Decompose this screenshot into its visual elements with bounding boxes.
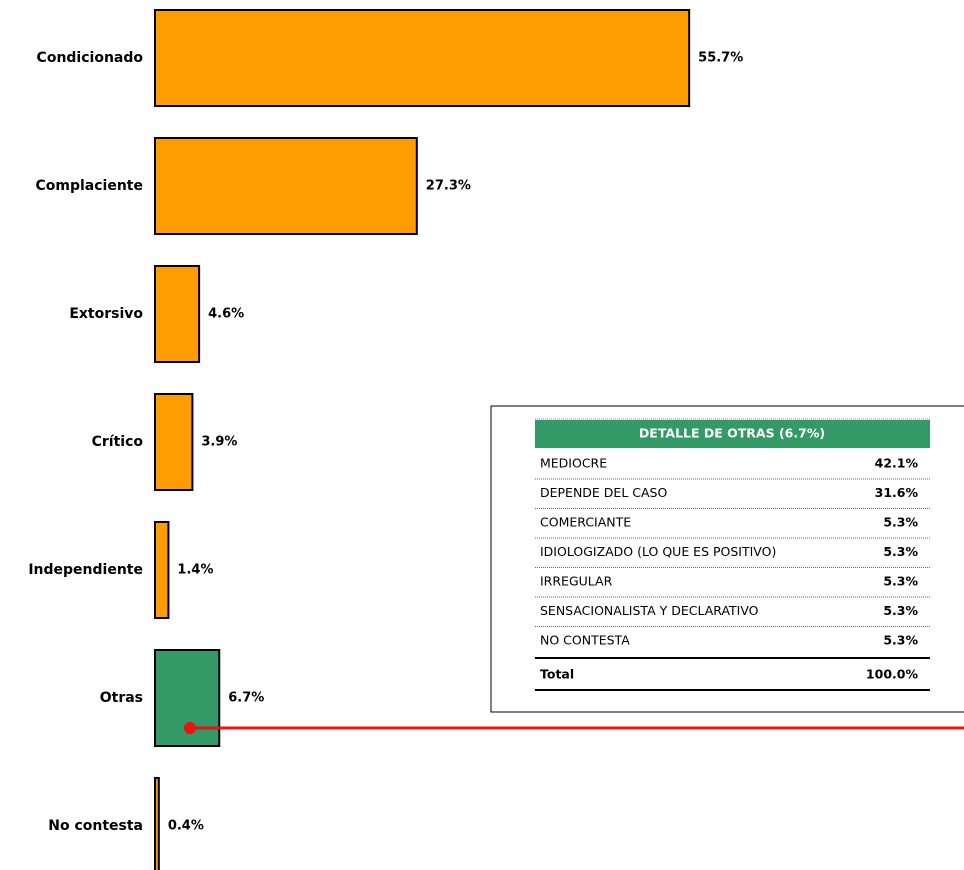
category-label: Extorsivo [69,306,143,322]
category-label: Independiente [28,562,143,578]
total-value: 100.0% [866,667,919,682]
category-label: Complaciente [36,178,144,194]
row-label: NO CONTESTA [540,633,630,648]
value-label: 3.9% [201,435,237,450]
table-header [535,420,930,448]
row-value: 5.3% [883,544,918,559]
row-label: IDIOLOGIZADO (LO QUE ES POSITIVO) [540,544,776,559]
category-label: Condicionado [37,50,144,66]
table-box [490,405,964,713]
row-label: COMERCIANTE [540,515,631,530]
value-label: 6.7% [228,691,264,706]
row-value: 42.1% [875,456,919,471]
row-label: IRREGULAR [540,574,613,589]
row-value: 5.3% [883,603,918,618]
value-label: 4.6% [208,307,244,322]
row-label: DEPENDE DEL CASO [540,485,667,500]
row-value: 5.3% [883,633,918,648]
table-title: DETALLE DE OTRAS (6.7%) [639,426,825,441]
category-label: Crítico [92,434,144,450]
row-label: SENSACIONALISTA Y DECLARATIVO [540,603,759,618]
category-label: No contesta [48,818,143,834]
total-label: Total [540,667,574,682]
bar [154,9,691,107]
bar [154,521,170,619]
bar [154,777,160,870]
callout-dot [184,722,196,734]
value-label: 27.3% [426,179,471,194]
category-label: Otras [100,690,143,706]
row-value: 5.3% [883,515,918,530]
bar [154,393,194,491]
bar [154,137,418,235]
row-value: 5.3% [883,574,918,589]
row-value: 31.6% [875,485,919,500]
value-label: 0.4% [168,819,204,834]
bar [154,265,201,363]
value-label: 1.4% [177,563,213,578]
row-label: MEDIOCRE [540,456,607,471]
value-label: 55.7% [698,51,743,66]
